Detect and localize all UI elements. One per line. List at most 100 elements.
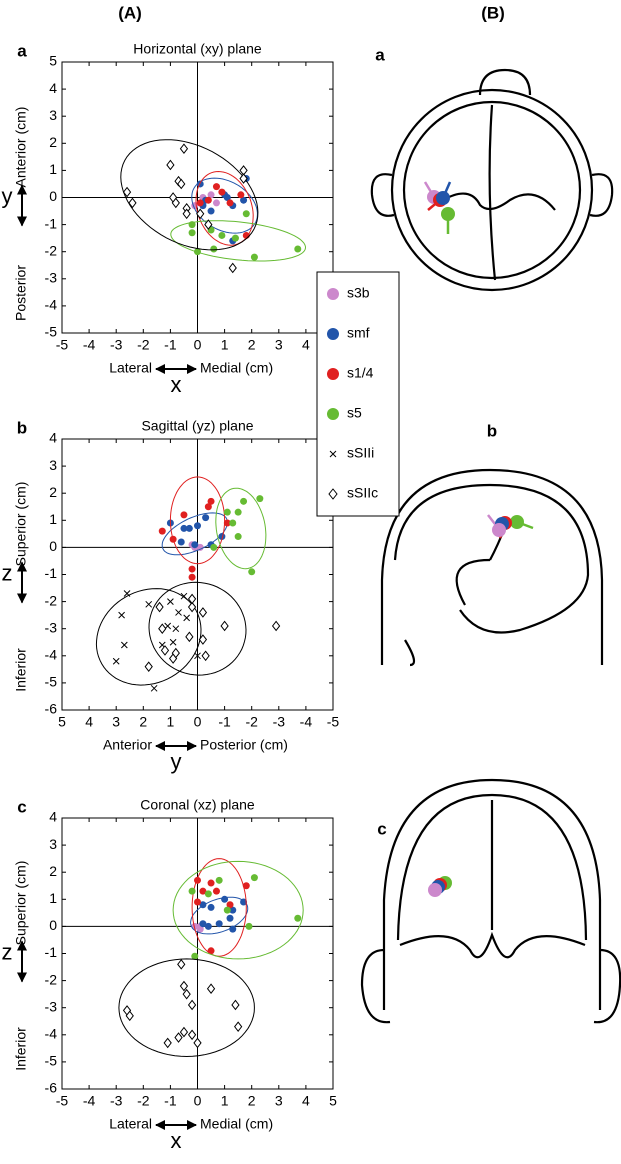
point xyxy=(198,634,208,645)
point xyxy=(177,959,186,970)
legend-swatch xyxy=(327,288,339,300)
y-tick-label: 2 xyxy=(49,484,57,500)
point xyxy=(240,196,248,204)
x-tick-label: 5 xyxy=(58,714,66,730)
head-label: b xyxy=(487,421,497,440)
point xyxy=(207,191,215,199)
point xyxy=(218,188,226,196)
point xyxy=(120,641,128,649)
point xyxy=(215,920,223,928)
x-tick-label: 2 xyxy=(139,714,147,730)
confidence-ellipse xyxy=(161,512,228,556)
column-label: (A) xyxy=(118,3,142,22)
y-tick-label: -3 xyxy=(45,270,58,286)
point xyxy=(239,173,248,184)
point xyxy=(212,183,220,191)
head-top-view xyxy=(370,68,614,292)
point xyxy=(196,208,205,220)
point xyxy=(240,497,248,505)
point xyxy=(194,522,201,530)
point xyxy=(215,876,223,884)
head-label: a xyxy=(375,45,385,64)
point xyxy=(172,625,180,633)
x-tick-label: -4 xyxy=(83,337,96,353)
chart-title: Coronal (xz) plane xyxy=(140,797,255,813)
legend-swatch xyxy=(329,450,337,458)
x-tick-label: 2 xyxy=(248,337,256,353)
point xyxy=(191,541,199,549)
point xyxy=(199,920,207,928)
chart-title: Sagittal (yz) plane xyxy=(141,418,253,434)
point xyxy=(207,947,215,955)
legend-swatch xyxy=(327,368,339,380)
x-tick-label: 1 xyxy=(167,714,175,730)
legend-swatch xyxy=(327,408,339,420)
head-label: c xyxy=(377,819,386,838)
point xyxy=(188,565,196,573)
point xyxy=(196,199,204,207)
point xyxy=(198,607,208,618)
point xyxy=(171,197,180,209)
point xyxy=(128,197,137,209)
point xyxy=(204,922,212,930)
y-tick-label: 0 xyxy=(49,538,57,554)
y-label: Posterior xyxy=(13,265,29,321)
point xyxy=(187,1029,197,1041)
confidence-ellipse xyxy=(190,896,249,935)
point xyxy=(171,647,180,659)
legend-label: s5 xyxy=(347,405,362,421)
point xyxy=(193,1037,202,1049)
point xyxy=(188,573,196,581)
point xyxy=(212,199,220,207)
x-tick-label: 1 xyxy=(221,1093,229,1109)
point xyxy=(206,983,216,995)
x-tick-label: -3 xyxy=(110,1093,123,1109)
point xyxy=(188,221,196,229)
point xyxy=(204,219,213,230)
point xyxy=(228,262,237,274)
y-label: Superior (cm) xyxy=(13,482,29,567)
point xyxy=(226,901,234,909)
x-label: Lateral xyxy=(109,1116,152,1132)
point xyxy=(229,925,237,933)
legend-label: s1/4 xyxy=(347,365,374,381)
point xyxy=(194,248,201,256)
point xyxy=(179,1026,189,1038)
x-label: Lateral xyxy=(109,360,152,376)
y-tick-label: -3 xyxy=(45,619,58,635)
point xyxy=(201,650,210,662)
point xyxy=(179,143,189,155)
point xyxy=(207,879,215,887)
point xyxy=(226,199,234,207)
point xyxy=(223,906,231,914)
point xyxy=(125,1010,134,1022)
point xyxy=(207,903,215,911)
point xyxy=(155,601,164,613)
point xyxy=(207,207,215,215)
y-tick-label: 3 xyxy=(49,457,57,473)
x-tick-label: 3 xyxy=(112,714,120,730)
point xyxy=(210,543,218,551)
point xyxy=(245,922,253,930)
point xyxy=(229,906,237,914)
y-tick-label: -6 xyxy=(45,1080,58,1096)
point xyxy=(177,178,186,190)
point xyxy=(180,511,188,519)
point xyxy=(234,1021,243,1032)
point xyxy=(207,497,215,505)
point xyxy=(220,620,229,632)
confidence-ellipse xyxy=(172,860,304,960)
point xyxy=(150,684,158,692)
point xyxy=(169,638,177,646)
point xyxy=(237,191,245,199)
point xyxy=(196,543,204,551)
y-axis-name: y xyxy=(2,183,13,208)
x-label: Posterior (cm) xyxy=(200,737,288,753)
y-tick-label: 1 xyxy=(49,161,57,177)
point xyxy=(118,611,125,619)
x-tick-label: 1 xyxy=(221,337,229,353)
point xyxy=(187,999,197,1011)
point xyxy=(182,208,191,220)
point xyxy=(174,1032,183,1043)
point xyxy=(294,245,302,253)
